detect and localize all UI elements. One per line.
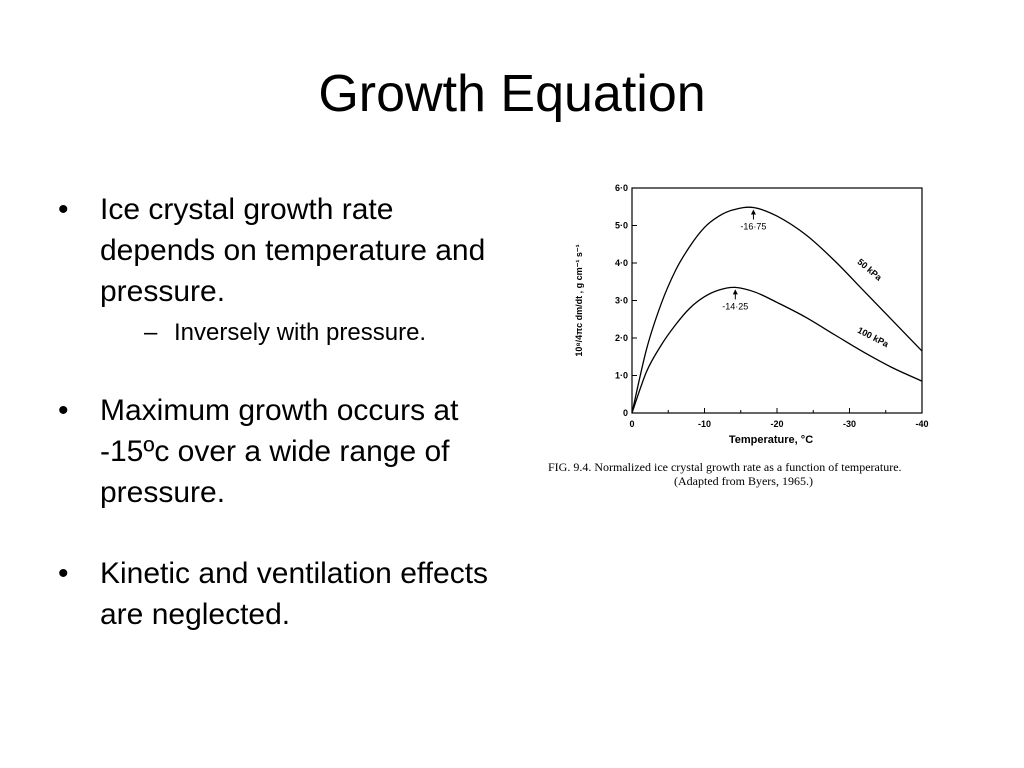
x-tick-label: -10 [698, 419, 711, 429]
bullet-text: Kinetic and ventilation effects are negl… [100, 557, 489, 631]
x-tick-label: -30 [843, 419, 856, 429]
bullet-list: • Ice crystal growth rate depends on tem… [58, 189, 498, 635]
series-line [631, 206, 923, 414]
bullet-item: • Ice crystal growth rate depends on tem… [58, 189, 498, 350]
x-tick-label: -40 [915, 419, 928, 429]
y-tick-label: 2·0 [615, 333, 628, 343]
y-tick-label: 4·0 [615, 258, 628, 268]
series-label: 50 kPa [855, 257, 884, 284]
y-tick-label: 3·0 [615, 296, 628, 306]
y-tick-label: 1·0 [615, 371, 628, 381]
figure-caption-line1: FIG. 9.4. Normalized ice crystal growth … [548, 460, 902, 474]
sub-bullet-text: Inversely with pressure. [174, 319, 427, 346]
x-tick-label: -20 [770, 419, 783, 429]
annotation-arrowhead [750, 209, 756, 215]
bullet-item: • Kinetic and ventilation effects are ne… [58, 553, 498, 635]
slide-title: Growth Equation [318, 65, 706, 123]
y-axis-label: 10⁸/4πc dm/dt , g cm⁻¹ s⁻¹ [574, 244, 584, 356]
bullet-marker: • [58, 193, 69, 226]
bullet-marker: • [58, 557, 69, 590]
sub-bullet-item: – Inversely with pressure. [144, 316, 498, 350]
figure-caption-line2: (Adapted from Byers, 1965.) [674, 474, 813, 488]
sub-bullet-marker: – [144, 319, 158, 346]
bullet-item: • Maximum growth occurs at -15ºc over a … [58, 390, 498, 513]
series-line [631, 286, 923, 414]
x-axis-label: Temperature, °C [729, 434, 813, 446]
figure: 0 1·0 2·0 3·0 4·0 5·0 6·0 0 -10 -20 -30 -40 Temperat… [540, 178, 970, 508]
bullet-marker: • [58, 394, 69, 427]
annotation-arrowhead [732, 289, 738, 295]
x-tick-label: 0 [629, 419, 634, 429]
annotation-label: -14·25 [722, 301, 748, 311]
y-tick-label: 6·0 [615, 183, 628, 193]
y-tick-label: 5·0 [615, 221, 628, 231]
y-tick-label: 0 [623, 408, 628, 418]
growth-rate-chart: 0 1·0 2·0 3·0 4·0 5·0 6·0 0 -10 -20 -30 -40 Temperat… [548, 183, 929, 488]
bullet-text: Maximum growth occurs at -15ºc over a wi… [100, 394, 459, 509]
plot-frame [631, 187, 923, 414]
annotation-label: -16·75 [740, 222, 766, 232]
series-label: 100 kPa [856, 325, 891, 350]
bullet-text: Ice crystal growth rate depends on tempe… [100, 193, 486, 308]
